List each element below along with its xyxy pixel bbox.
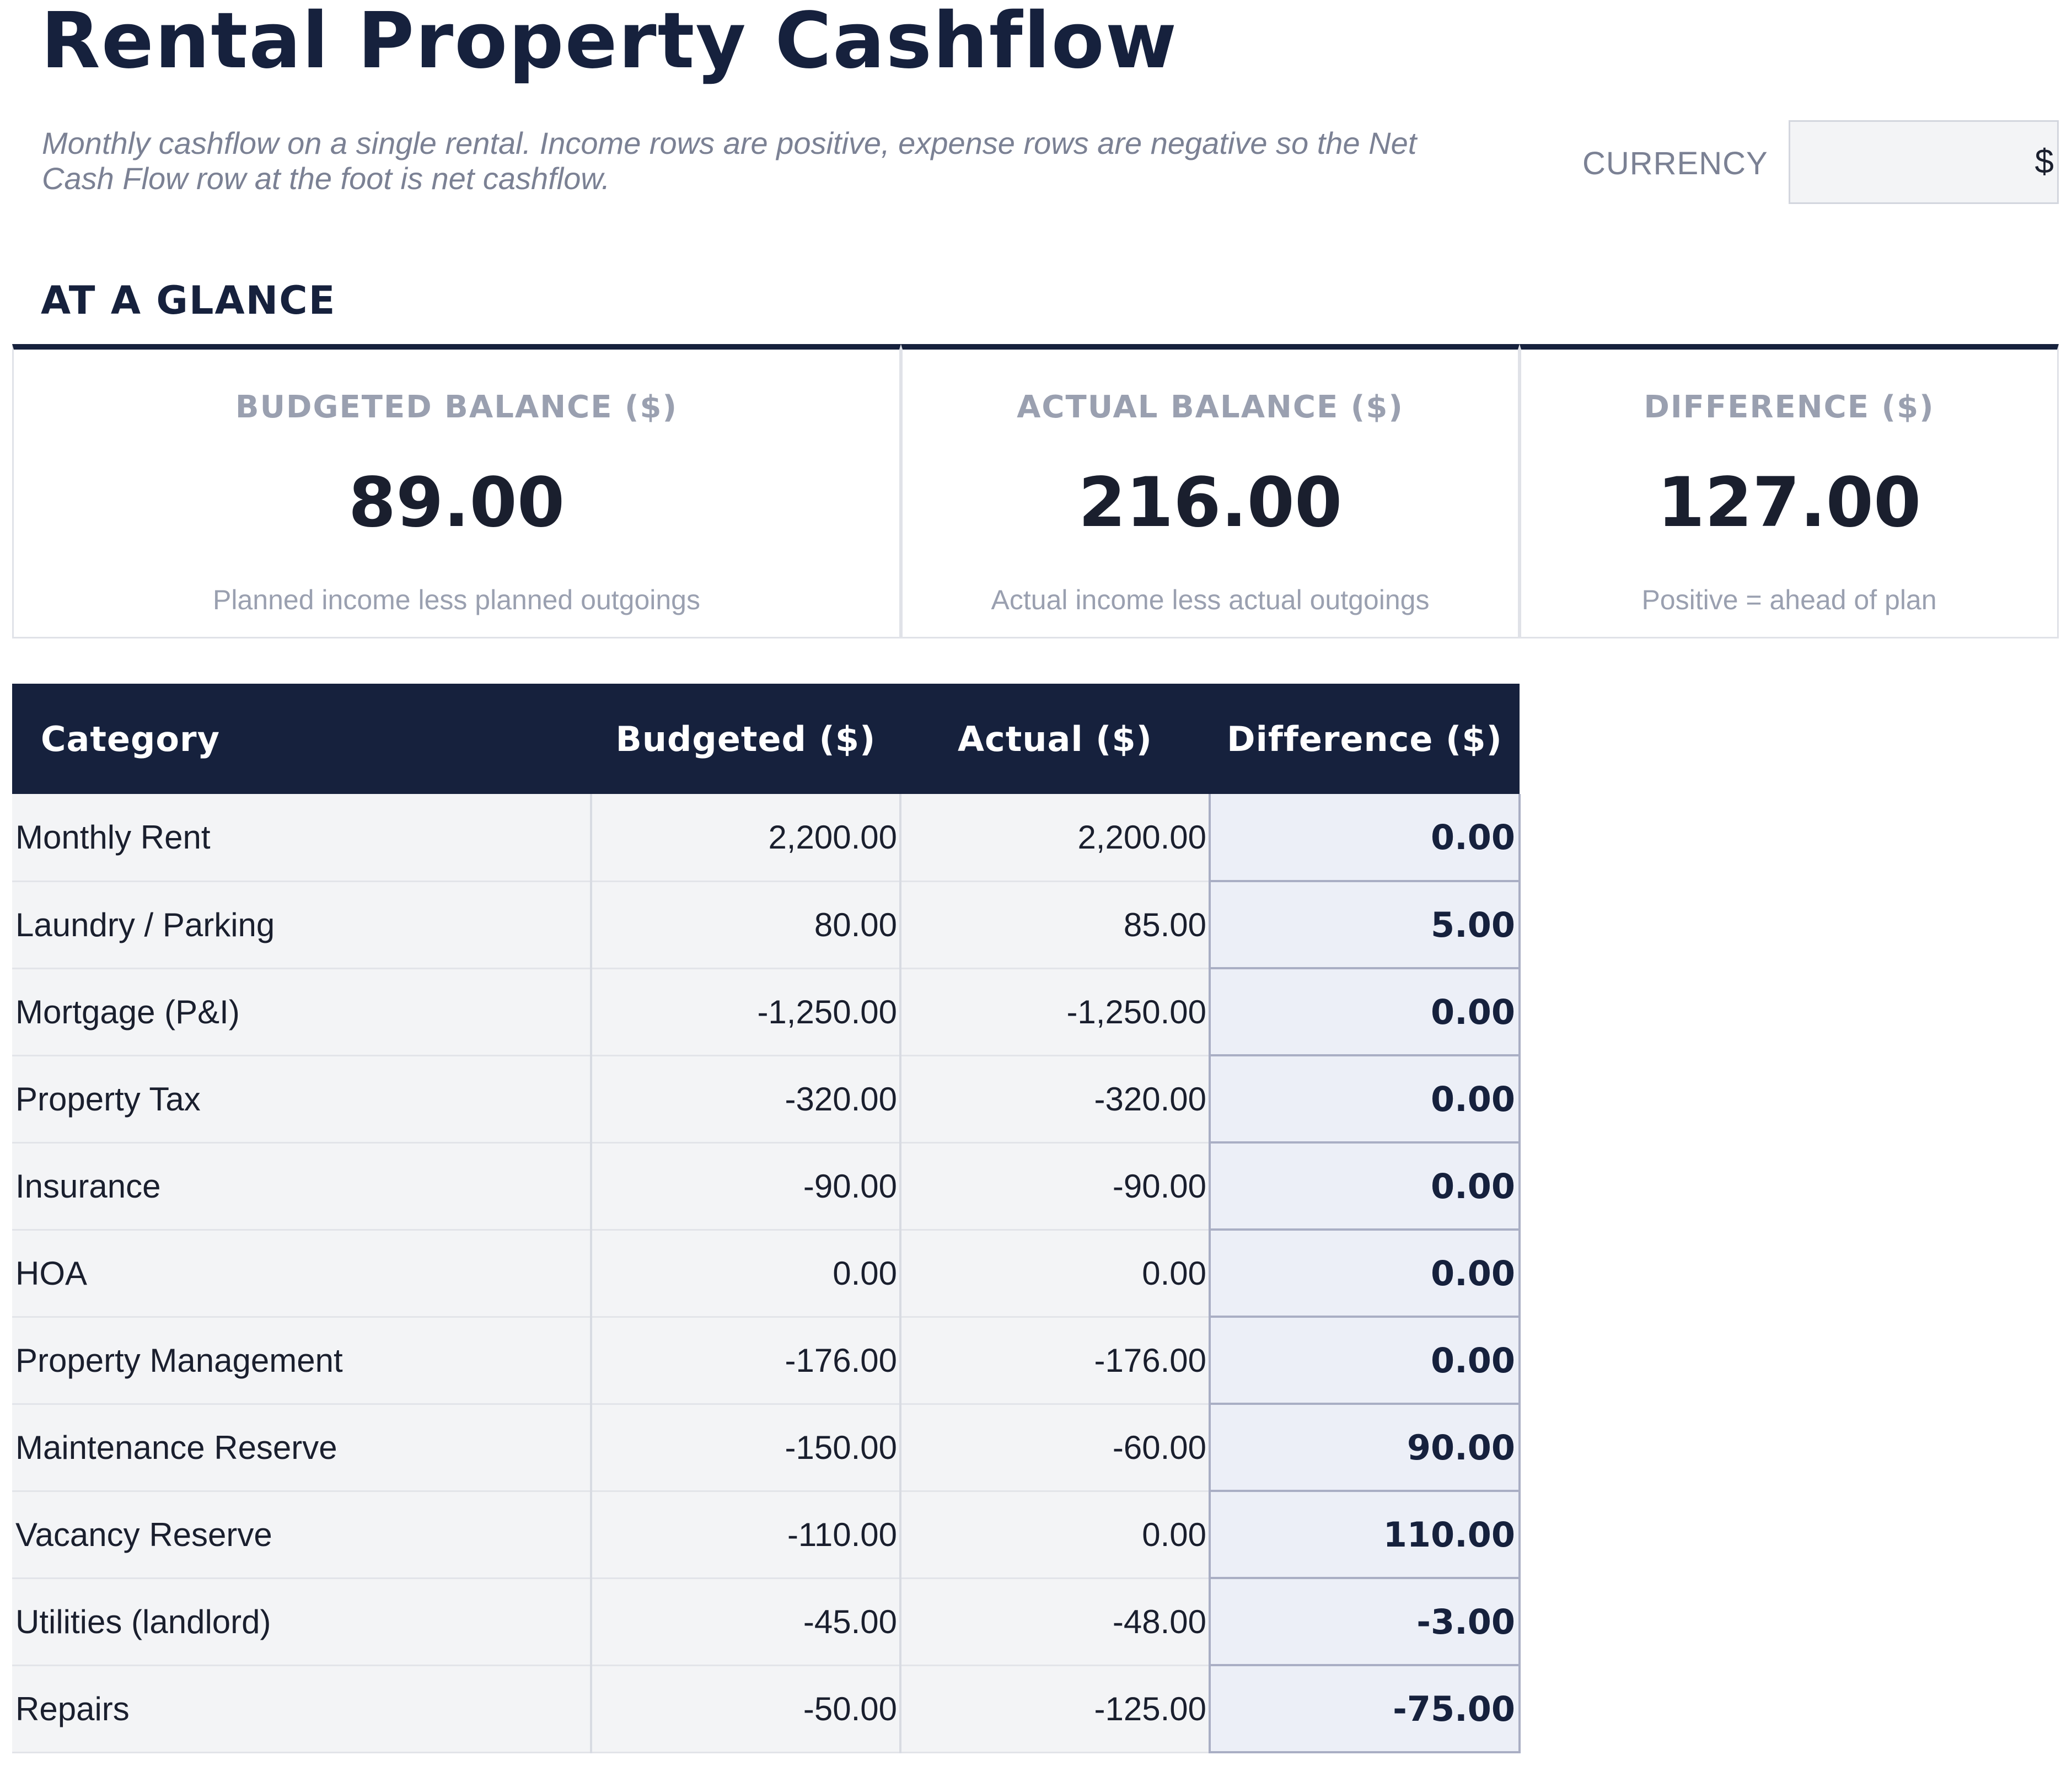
column-header-category[interactable]: Category (12, 684, 591, 794)
cashflow-table-wrap: Category Budgeted ($) Actual ($) Differe… (12, 684, 1521, 1753)
table-row: Insurance -90.00 -90.00 0.00 (12, 1142, 1521, 1231)
category-cell[interactable]: Laundry / Parking (12, 881, 591, 969)
kpi-card-difference: DIFFERENCE ($) 127.00 Positive = ahead o… (1520, 344, 2059, 638)
category-cell[interactable]: HOA (12, 1230, 591, 1318)
cashflow-table: Category Budgeted ($) Actual ($) Differe… (12, 684, 1521, 1753)
table-row: Property Tax -320.00 -320.00 0.00 (12, 1055, 1521, 1144)
kpi-label: ACTUAL BALANCE ($) (1017, 389, 1404, 425)
category-cell[interactable]: Vacancy Reserve (12, 1491, 591, 1579)
currency-input[interactable]: $ (1789, 120, 2059, 204)
kpi-value: 127.00 (1657, 463, 1921, 543)
category-cell[interactable]: Insurance (12, 1142, 591, 1231)
difference-cell[interactable]: 110.00 (1209, 1491, 1521, 1579)
table-row: Property Management -176.00 -176.00 0.00 (12, 1317, 1521, 1405)
budgeted-cell[interactable]: -110.00 (590, 1491, 900, 1579)
kpi-label: DIFFERENCE ($) (1644, 389, 1935, 425)
budgeted-cell[interactable]: 0.00 (590, 1230, 900, 1318)
budgeted-cell[interactable]: -1,250.00 (590, 968, 900, 1056)
difference-cell[interactable]: 0.00 (1209, 794, 1521, 882)
difference-cell[interactable]: 5.00 (1209, 881, 1521, 969)
kpi-value: 89.00 (348, 463, 565, 543)
at-a-glance-heading: AT A GLANCE (41, 278, 336, 323)
budgeted-cell[interactable]: 2,200.00 (590, 794, 900, 882)
difference-cell[interactable]: 0.00 (1209, 1142, 1521, 1231)
budgeted-cell[interactable]: -150.00 (590, 1404, 900, 1492)
table-row: Vacancy Reserve -110.00 0.00 110.00 (12, 1491, 1521, 1579)
table-row: Mortgage (P&I) -1,250.00 -1,250.00 0.00 (12, 968, 1521, 1056)
kpi-note: Actual income less actual outgoings (991, 584, 1430, 615)
column-header-difference[interactable]: Difference ($) (1210, 684, 1520, 794)
column-header-budgeted[interactable]: Budgeted ($) (591, 684, 900, 794)
actual-cell[interactable]: -176.00 (899, 1317, 1210, 1405)
kpi-strip: BUDGETED BALANCE ($) 89.00 Planned incom… (12, 344, 2059, 638)
actual-cell[interactable]: -48.00 (899, 1578, 1210, 1666)
kpi-note: Positive = ahead of plan (1641, 584, 1937, 615)
kpi-value: 216.00 (1078, 463, 1343, 543)
difference-cell[interactable]: 90.00 (1209, 1404, 1521, 1492)
actual-cell[interactable]: -60.00 (899, 1404, 1210, 1492)
actual-cell[interactable]: -90.00 (899, 1142, 1210, 1231)
kpi-note: Planned income less planned outgoings (213, 584, 700, 615)
actual-cell[interactable]: -1,250.00 (899, 968, 1210, 1056)
difference-cell[interactable]: 0.00 (1209, 1055, 1521, 1144)
budgeted-cell[interactable]: -176.00 (590, 1317, 900, 1405)
category-cell[interactable]: Utilities (landlord) (12, 1578, 591, 1666)
table-row: Laundry / Parking 80.00 85.00 5.00 (12, 881, 1521, 969)
budgeted-cell[interactable]: -50.00 (590, 1665, 900, 1753)
category-cell[interactable]: Property Tax (12, 1055, 591, 1144)
column-header-actual[interactable]: Actual ($) (900, 684, 1210, 794)
budgeted-cell[interactable]: -90.00 (590, 1142, 900, 1231)
category-cell[interactable]: Monthly Rent (12, 794, 591, 882)
actual-cell[interactable]: -125.00 (899, 1665, 1210, 1753)
table-body: Monthly Rent 2,200.00 2,200.00 0.00 Laundry … (12, 794, 1521, 1753)
budgeted-cell[interactable]: -45.00 (590, 1578, 900, 1666)
page-title: Rental Property Cashflow (41, 0, 1178, 86)
category-cell[interactable]: Property Management (12, 1317, 591, 1405)
category-cell[interactable]: Mortgage (P&I) (12, 968, 591, 1056)
kpi-card-budgeted-balance: BUDGETED BALANCE ($) 89.00 Planned incom… (12, 344, 901, 638)
kpi-card-actual-balance: ACTUAL BALANCE ($) 216.00 Actual income … (901, 344, 1520, 638)
category-cell[interactable]: Maintenance Reserve (12, 1404, 591, 1492)
actual-cell[interactable]: 85.00 (899, 881, 1210, 969)
actual-cell[interactable]: 0.00 (899, 1230, 1210, 1318)
difference-cell[interactable]: -75.00 (1209, 1665, 1521, 1753)
table-row: Monthly Rent 2,200.00 2,200.00 0.00 (12, 794, 1521, 882)
difference-cell[interactable]: 0.00 (1209, 968, 1521, 1056)
difference-cell[interactable]: 0.00 (1209, 1230, 1521, 1318)
actual-cell[interactable]: -320.00 (899, 1055, 1210, 1144)
table-row: Repairs -50.00 -125.00 -75.00 (12, 1665, 1521, 1753)
actual-cell[interactable]: 2,200.00 (899, 794, 1210, 882)
budgeted-cell[interactable]: 80.00 (590, 881, 900, 969)
table-row: Utilities (landlord) -45.00 -48.00 -3.00 (12, 1578, 1521, 1666)
table-row: Maintenance Reserve -150.00 -60.00 90.00 (12, 1404, 1521, 1492)
category-cell[interactable]: Repairs (12, 1665, 591, 1753)
table-row: HOA 0.00 0.00 0.00 (12, 1230, 1521, 1318)
currency-label: CURRENCY (1582, 146, 1768, 181)
kpi-label: BUDGETED BALANCE ($) (235, 389, 678, 425)
difference-cell[interactable]: 0.00 (1209, 1317, 1521, 1405)
difference-cell[interactable]: -3.00 (1209, 1578, 1521, 1666)
table-header-row: Category Budgeted ($) Actual ($) Differe… (12, 684, 1520, 794)
page-subtitle: Monthly cashflow on a single rental. Inc… (42, 126, 1417, 196)
budgeted-cell[interactable]: -320.00 (590, 1055, 900, 1144)
actual-cell[interactable]: 0.00 (899, 1491, 1210, 1579)
